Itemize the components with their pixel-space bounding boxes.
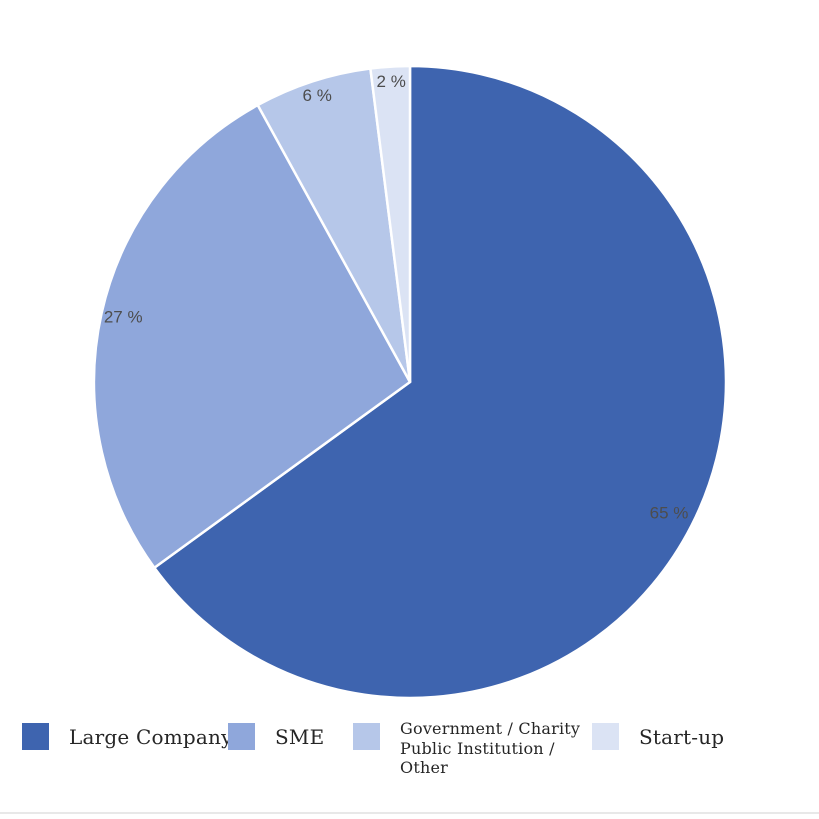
legend-label-large-company: Large Company: [69, 724, 233, 749]
legend-swatch-government-charity: [353, 723, 380, 750]
pie-slice-government-charity-public-institution-other: [256, 67, 412, 384]
legend-swatch-start-up: [592, 723, 619, 750]
legend-label-government-charity: Government / Charity Public Institution …: [400, 719, 581, 777]
legend-swatch-sme: [228, 723, 255, 750]
pie-slice-label: 2 %: [377, 72, 406, 91]
legend-item-sme: SME: [228, 723, 324, 750]
bottom-divider-line: [0, 812, 819, 814]
legend-label-sme: SME: [275, 724, 325, 749]
chart-legend: Large Company SME Government / Charity P…: [0, 714, 819, 794]
legend-item-large-company: Large Company: [22, 723, 233, 750]
legend-swatch-large-company: [22, 723, 49, 750]
pie-slice-large-company: [153, 64, 728, 700]
pie-slice-label: 65 %: [650, 503, 689, 522]
pie-slice-sme: [92, 103, 412, 569]
pie-chart: 65 % 27 % 6 % 2 %: [92, 64, 728, 700]
pie-slice-label: 27 %: [104, 307, 143, 326]
legend-label-start-up: Start-up: [639, 724, 725, 749]
pie-slice-start-up: [369, 64, 412, 384]
pie-slice-label: 6 %: [303, 86, 332, 105]
legend-item-government-charity: Government / Charity Public Institution …: [353, 719, 580, 778]
legend-item-start-up: Start-up: [592, 723, 724, 750]
